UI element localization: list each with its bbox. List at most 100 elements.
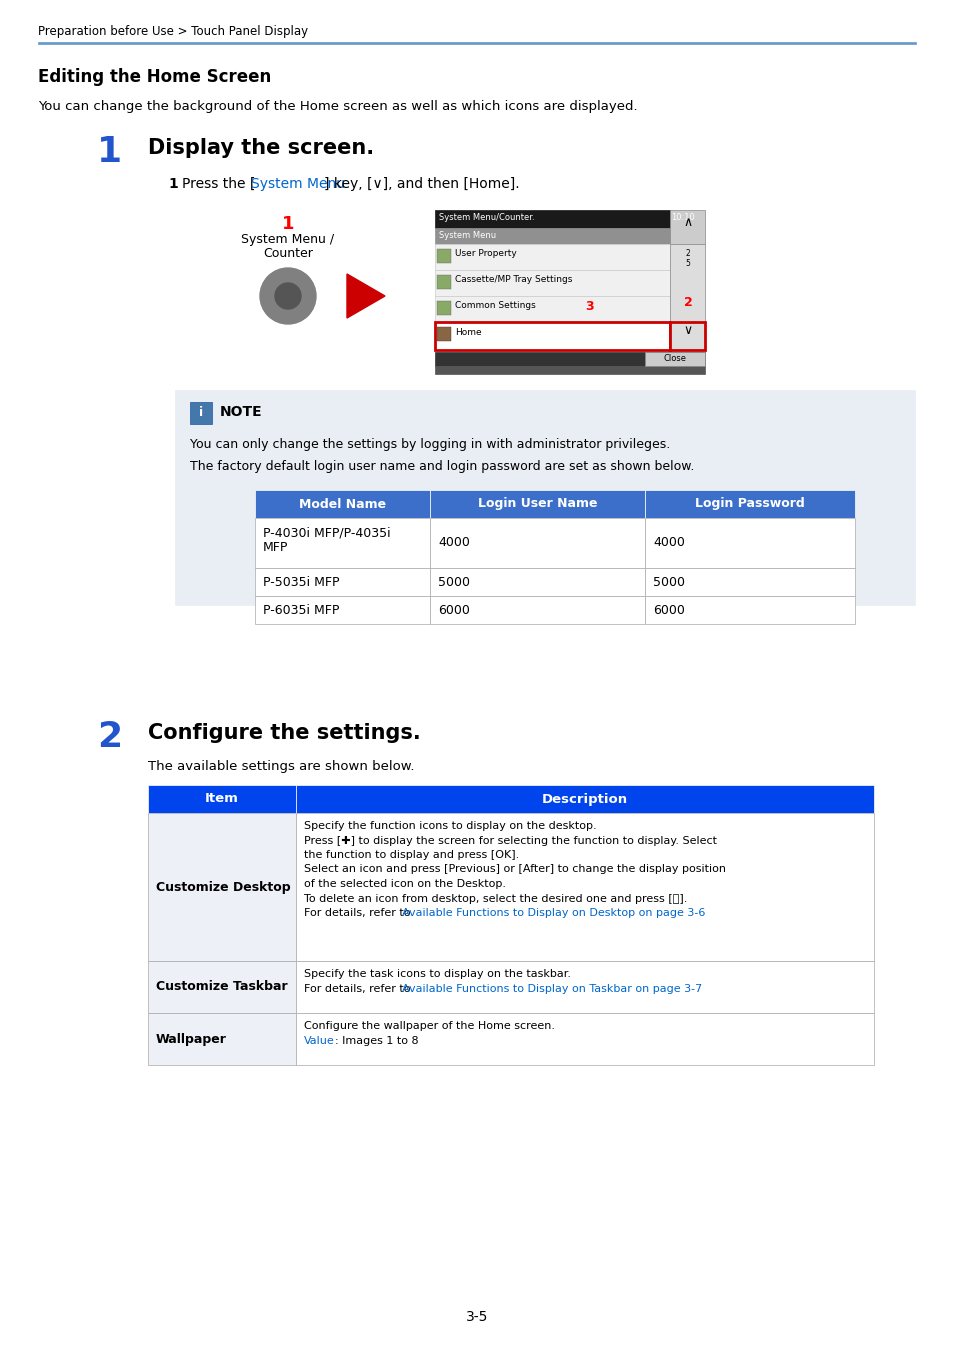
Text: : Images 1 to 8: : Images 1 to 8 — [335, 1035, 418, 1046]
Text: 1: 1 — [281, 215, 294, 234]
Text: 5000: 5000 — [437, 575, 470, 589]
Text: the function to display and press [OK].: the function to display and press [OK]. — [304, 850, 518, 860]
Bar — [435, 366, 704, 374]
Text: Available Functions to Display on Taskbar on page 3-7: Available Functions to Display on Taskba… — [401, 984, 701, 994]
Circle shape — [274, 284, 301, 309]
Text: 2
5: 2 5 — [685, 248, 690, 269]
Bar — [254, 490, 430, 518]
Text: Home: Home — [455, 328, 481, 338]
Text: Login Password: Login Password — [695, 498, 804, 510]
Text: ∨: ∨ — [682, 324, 692, 336]
Text: Value: Value — [304, 1035, 335, 1046]
Text: Cassette/MP Tray Settings: Cassette/MP Tray Settings — [455, 275, 572, 284]
Text: Configure the wallpaper of the Home screen.: Configure the wallpaper of the Home scre… — [304, 1021, 555, 1031]
Text: Specify the function icons to display on the desktop.: Specify the function icons to display on… — [304, 821, 596, 832]
Bar — [435, 211, 669, 228]
Text: Configure the settings.: Configure the settings. — [148, 724, 420, 742]
Text: User Property: User Property — [455, 248, 517, 258]
Bar — [436, 275, 451, 289]
Text: 1: 1 — [168, 177, 177, 190]
Bar — [190, 402, 212, 424]
Bar — [295, 1012, 873, 1065]
Bar — [644, 352, 704, 366]
Text: 6000: 6000 — [437, 603, 470, 617]
Bar — [436, 248, 451, 263]
Text: ∧: ∧ — [682, 216, 692, 228]
Text: 4000: 4000 — [652, 536, 684, 549]
Bar — [430, 490, 644, 518]
Bar — [148, 813, 295, 961]
Text: P-4030i MFP/P-4035i: P-4030i MFP/P-4035i — [263, 526, 390, 539]
Text: 6000: 6000 — [652, 603, 684, 617]
Text: You can change the background of the Home screen as well as which icons are disp: You can change the background of the Hom… — [38, 100, 637, 113]
Bar — [254, 518, 430, 568]
Bar — [295, 813, 873, 961]
Text: Counter: Counter — [263, 247, 313, 261]
Bar — [435, 352, 704, 366]
Bar — [644, 490, 854, 518]
Bar — [435, 323, 669, 350]
Text: Select an icon and press [Previous] or [After] to change the display position: Select an icon and press [Previous] or [… — [304, 864, 725, 875]
Bar — [436, 301, 451, 315]
Text: 10:10: 10:10 — [671, 213, 695, 221]
Bar — [148, 1012, 295, 1065]
Text: Model Name: Model Name — [298, 498, 386, 510]
Text: Available Functions to Display on Desktop on page 3-6: Available Functions to Display on Deskto… — [401, 909, 704, 918]
Text: 2: 2 — [683, 296, 692, 309]
Circle shape — [260, 269, 315, 324]
Bar — [254, 568, 430, 595]
Text: Wallpaper: Wallpaper — [156, 1033, 227, 1045]
Text: Specify the task icons to display on the taskbar.: Specify the task icons to display on the… — [304, 969, 571, 979]
Text: Editing the Home Screen: Editing the Home Screen — [38, 68, 271, 86]
Polygon shape — [347, 274, 385, 319]
Text: For details, refer to: For details, refer to — [304, 909, 414, 918]
Text: Item: Item — [205, 792, 238, 806]
Text: Customize Desktop: Customize Desktop — [156, 880, 291, 894]
Text: 5000: 5000 — [652, 575, 684, 589]
Bar — [644, 518, 854, 568]
Bar — [295, 961, 873, 1012]
Text: Preparation before Use > Touch Panel Display: Preparation before Use > Touch Panel Dis… — [38, 26, 308, 38]
Text: 3: 3 — [584, 300, 593, 313]
Text: Description: Description — [541, 792, 627, 806]
Bar — [435, 244, 669, 270]
Bar — [669, 211, 704, 244]
Bar — [254, 595, 430, 624]
Text: Close: Close — [662, 354, 686, 363]
Text: ] key, [∨], and then [Home].: ] key, [∨], and then [Home]. — [324, 177, 519, 190]
Text: i: i — [199, 406, 203, 418]
Bar — [148, 784, 295, 813]
Text: Press [✚] to display the screen for selecting the function to display. Select: Press [✚] to display the screen for sele… — [304, 836, 717, 845]
Text: MFP: MFP — [263, 541, 288, 554]
Text: Display the screen.: Display the screen. — [148, 138, 374, 158]
Bar — [435, 270, 669, 296]
Bar — [644, 568, 854, 595]
Text: System Menu/Counter.: System Menu/Counter. — [438, 213, 534, 221]
Text: P-6035i MFP: P-6035i MFP — [263, 603, 339, 617]
Text: You can only change the settings by logging in with administrator privileges.: You can only change the settings by logg… — [190, 437, 670, 451]
Text: of the selected icon on the Desktop.: of the selected icon on the Desktop. — [304, 879, 505, 890]
Text: System Menu: System Menu — [251, 177, 345, 190]
Text: For details, refer to: For details, refer to — [304, 984, 414, 994]
Text: Press the [: Press the [ — [182, 177, 255, 190]
Bar — [174, 390, 914, 605]
Bar — [435, 228, 669, 244]
Bar — [669, 244, 704, 323]
Text: To delete an icon from desktop, select the desired one and press [🗑].: To delete an icon from desktop, select t… — [304, 894, 687, 903]
Bar — [38, 42, 915, 45]
Text: System Menu: System Menu — [438, 231, 496, 240]
Text: Login User Name: Login User Name — [477, 498, 597, 510]
Bar — [430, 595, 644, 624]
Text: The available settings are shown below.: The available settings are shown below. — [148, 760, 414, 774]
Text: The factory default login user name and login password are set as shown below.: The factory default login user name and … — [190, 460, 694, 472]
Bar — [295, 784, 873, 813]
Bar — [148, 961, 295, 1012]
Text: P-5035i MFP: P-5035i MFP — [263, 575, 339, 589]
Bar — [435, 296, 669, 323]
Text: 3-5: 3-5 — [465, 1310, 488, 1324]
Text: 2: 2 — [97, 720, 122, 755]
Text: System Menu /: System Menu / — [241, 234, 335, 246]
Text: 4000: 4000 — [437, 536, 470, 549]
Bar — [644, 595, 854, 624]
Bar — [669, 323, 704, 350]
